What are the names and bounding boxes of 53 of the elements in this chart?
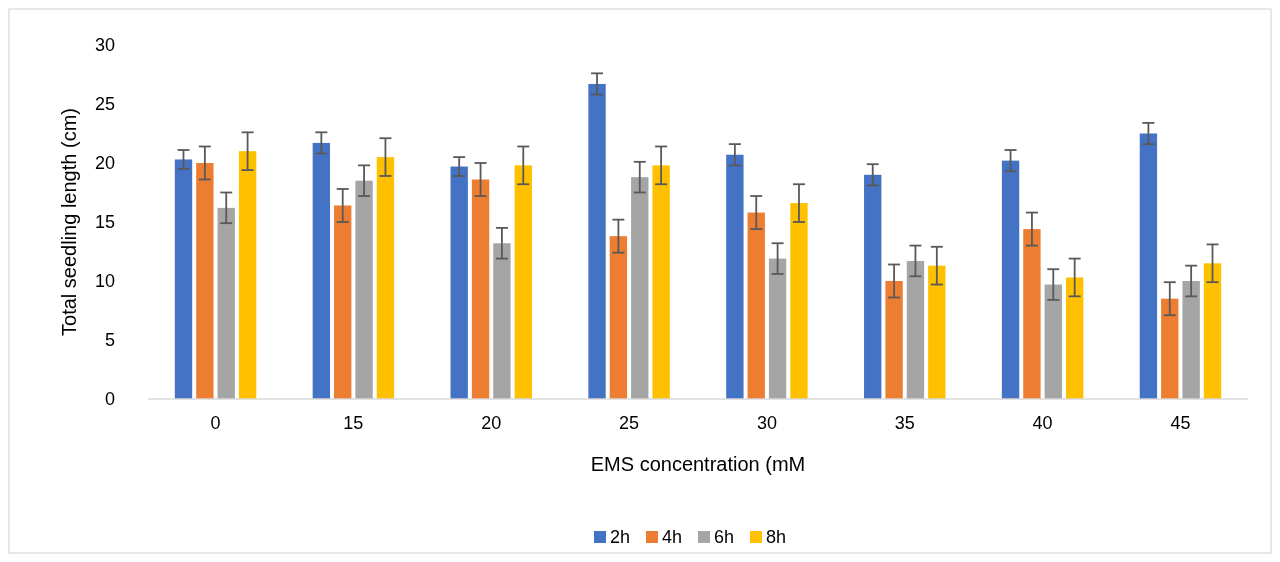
bar [1001, 160, 1020, 399]
y-tick-label: 10 [94, 271, 115, 292]
bar [312, 142, 331, 399]
bar [928, 265, 946, 399]
bar [1139, 133, 1158, 399]
bar [514, 165, 532, 399]
bar [747, 212, 765, 399]
legend-label: 4h [662, 527, 683, 548]
legend-label: 6h [714, 527, 735, 548]
y-tick-label: 15 [94, 212, 115, 233]
y-tick-label: 0 [104, 389, 115, 410]
x-tick-label: 20 [481, 413, 502, 433]
bar [238, 151, 257, 399]
bar [652, 165, 670, 399]
legend-label: 2h [610, 527, 631, 548]
y-tick-label: 5 [104, 330, 115, 351]
bar [1044, 284, 1062, 399]
bar [864, 174, 882, 399]
bar [1182, 281, 1200, 399]
bar [885, 281, 903, 399]
bar [588, 83, 606, 399]
bar [790, 203, 808, 399]
y-axis-title: Total seedling length (cm) [58, 108, 80, 336]
bar [174, 159, 193, 399]
bar [631, 177, 649, 399]
bar [471, 179, 490, 399]
x-tick-label: 35 [894, 413, 915, 433]
x-tick-label: 45 [1170, 413, 1191, 433]
x-tick-label: 0 [210, 413, 221, 433]
bar [609, 236, 628, 399]
bar [334, 205, 352, 399]
bar [906, 260, 925, 399]
bar [196, 163, 214, 399]
y-tick-label: 30 [94, 35, 115, 56]
legend-label: 8h [766, 527, 787, 548]
bar [768, 258, 787, 399]
x-tick-label: 15 [343, 413, 364, 433]
bar [355, 180, 373, 399]
y-tick-label: 25 [94, 94, 115, 115]
x-tick-label: 40 [1032, 413, 1053, 433]
bar [217, 207, 235, 399]
x-tick-label: 30 [756, 413, 777, 433]
bar [450, 166, 468, 399]
y-tick-label: 20 [94, 153, 115, 174]
bar [493, 243, 511, 399]
bar [726, 154, 744, 399]
bar [1065, 277, 1084, 399]
bar [1023, 229, 1041, 399]
bar [376, 157, 395, 399]
x-tick-label: 25 [619, 413, 640, 433]
x-axis-title: EMS concentration (mM [590, 453, 806, 475]
bar [1161, 298, 1179, 399]
bar [1203, 263, 1222, 399]
